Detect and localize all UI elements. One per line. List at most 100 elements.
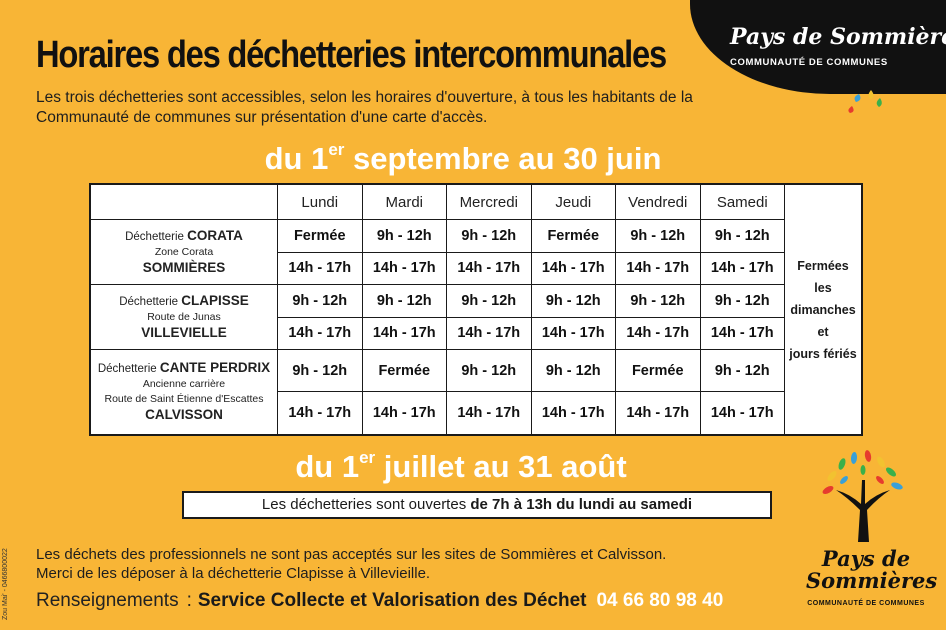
info-line: Renseignements: Service Collecte et Valor… (36, 590, 723, 612)
site-town: SOMMIÈRES (142, 259, 226, 275)
site-cell-clapisse: Déchetterie CLAPISSE Route de Junas VILL… (89, 284, 278, 351)
site-town: VILLEVIELLE (141, 324, 227, 340)
site-address: Zone Corata (154, 245, 214, 258)
period1-pre: du 1 (264, 141, 329, 176)
table-row: Déchetterie CORATA Zone Corata SOMMIÈRES… (89, 218, 862, 286)
logo-drops-icon (848, 90, 882, 113)
period2-pre: du 1 (295, 449, 360, 484)
site-address: Ancienne carrière (142, 378, 226, 391)
hours-cell: 14h - 17h (361, 391, 447, 436)
site-name: CORATA (187, 227, 243, 243)
info-phone: 04 66 80 98 40 (596, 590, 724, 611)
period-heading-2: du 1er juillet au 31 août (0, 447, 934, 485)
intro-text: Les trois déchetteries sont accessibles,… (36, 89, 693, 126)
hours-cell: 9h - 12h (361, 219, 447, 253)
hours-cell: 14h - 17h (699, 251, 785, 286)
info-service: Service Collecte et Valorisation des Déc… (197, 590, 587, 611)
hours-cell: 14h - 17h (615, 251, 701, 286)
closed-line: Fermées (797, 258, 849, 273)
site-cell-corata: Déchetterie CORATA Zone Corata SOMMIÈRES (89, 218, 278, 286)
closed-line: jours fériés (789, 346, 857, 361)
table-row: 14h - 17h 14h - 17h 14h - 17h 14h - 17h … (90, 251, 862, 286)
hours-cell: 14h - 17h (530, 316, 616, 351)
site-address: Route de Junas (147, 310, 221, 323)
hours-cell: 9h - 12h (530, 349, 616, 393)
site-name: CLAPISSE (181, 292, 249, 308)
period-heading-1: du 1er septembre au 30 juin (0, 139, 936, 177)
info-label: Renseignements (36, 590, 179, 611)
hours-cell: 9h - 12h (446, 219, 532, 253)
logo-subtitle: COMMUNAUTÉ DE COMMUNES (730, 57, 888, 68)
bottom-logo-name: Pays de Sommières (806, 546, 937, 592)
day-header: Samedi (699, 183, 785, 220)
page-title: Horaires des déchetteries intercommunale… (36, 34, 667, 76)
hours-cell: 14h - 17h (615, 391, 701, 436)
hours-cell: 14h - 17h (361, 251, 447, 286)
table-row: Déchetterie CANTE PERDRIX Ancienne carri… (89, 349, 862, 436)
hours-cell: 9h - 12h (699, 349, 785, 393)
schedule-table: Lundi Mardi Mercredi Jeudi Vendredi Same… (89, 183, 863, 436)
site-prefix: Déchetterie (125, 230, 188, 243)
table-header-row: Lundi Mardi Mercredi Jeudi Vendredi Same… (89, 183, 863, 436)
summer-hours-box: Les déchetteries sont ouvertes de 7h à 1… (182, 491, 772, 519)
hours-cell: 9h - 12h (530, 284, 616, 318)
side-print-code: Zou Mai' - 0466800022 (2, 548, 9, 620)
site-town: CALVISSON (145, 407, 223, 423)
day-header: Mardi (361, 183, 447, 220)
hours-cell: 9h - 12h (361, 284, 447, 318)
logo-name: Pays de Sommières (730, 24, 946, 50)
closed-line: les (814, 280, 832, 295)
day-header: Mercredi (446, 183, 532, 220)
hours-cell: 9h - 12h (615, 284, 701, 318)
summer-hours: de 7h à 13h du lundi au samedi (470, 496, 693, 513)
day-header: Jeudi (530, 183, 616, 220)
bottom-logo-line1: Pays de (821, 546, 911, 571)
hours-cell: 9h - 12h (446, 349, 532, 393)
hours-cell: 9h - 12h (699, 284, 785, 318)
site-prefix: Déchetterie (119, 295, 182, 308)
hours-cell: 9h - 12h (699, 219, 785, 253)
closed-line: et (817, 324, 829, 339)
note-line: Les déchets des professionnels ne sont p… (36, 546, 667, 563)
site-cell-cante-perdrix: Déchetterie CANTE PERDRIX Ancienne carri… (89, 349, 278, 436)
hours-cell: Fermée (277, 219, 363, 253)
hours-cell: 14h - 17h (446, 391, 532, 436)
hours-cell: 14h - 17h (277, 391, 363, 436)
period2-sup: er (359, 447, 376, 467)
info-colon: : (186, 590, 192, 611)
day-header: Lundi (277, 183, 363, 220)
site-address-2: Route de Saint Étienne d'Escattes (104, 393, 264, 406)
note-line: Merci de les déposer à la déchetterie Cl… (36, 565, 431, 582)
site-prefix: Déchetterie (97, 363, 160, 376)
period2-post: juillet au 31 août (375, 449, 627, 484)
hours-cell: 14h - 17h (530, 251, 616, 286)
hours-cell: Fermée (530, 219, 616, 253)
hours-cell: 14h - 17h (699, 316, 785, 351)
hours-cell: Fermée (615, 349, 701, 393)
hours-cell: 9h - 12h (615, 219, 701, 253)
hours-cell: 14h - 17h (446, 251, 532, 286)
period1-sup: er (328, 139, 345, 159)
closed-line: dimanches (790, 302, 856, 317)
hours-cell: 9h - 12h (277, 349, 363, 393)
closed-note: Fermées les dimanches et jours fériés (784, 183, 863, 436)
summer-text: Les déchetteries sont ouvertes (261, 496, 471, 513)
hours-cell: Fermée (361, 349, 447, 393)
bottom-logo-subtitle: COMMUNAUTÉ DE COMMUNES (807, 600, 925, 607)
hours-cell: 14h - 17h (277, 316, 363, 351)
header-blank (89, 183, 278, 220)
hours-cell: 9h - 12h (446, 284, 532, 318)
table-row: 14h - 17h 14h - 17h 14h - 17h 14h - 17h … (90, 316, 862, 351)
professional-note: Les déchets des professionnels ne sont p… (36, 545, 666, 583)
hours-cell: 14h - 17h (530, 391, 616, 436)
hours-cell: 9h - 12h (277, 284, 363, 318)
table-row: Déchetterie CLAPISSE Route de Junas VILL… (89, 284, 862, 351)
hours-cell: 14h - 17h (277, 251, 363, 286)
table-row: 14h - 17h 14h - 17h 14h - 17h 14h - 17h … (90, 391, 862, 436)
day-header: Vendredi (615, 183, 701, 220)
hours-cell: 14h - 17h (361, 316, 447, 351)
bottom-logo-line2: Sommières (806, 568, 938, 593)
hours-cell: 14h - 17h (446, 316, 532, 351)
tree-logo-icon (822, 450, 903, 542)
period1-post: septembre au 30 juin (344, 141, 662, 176)
